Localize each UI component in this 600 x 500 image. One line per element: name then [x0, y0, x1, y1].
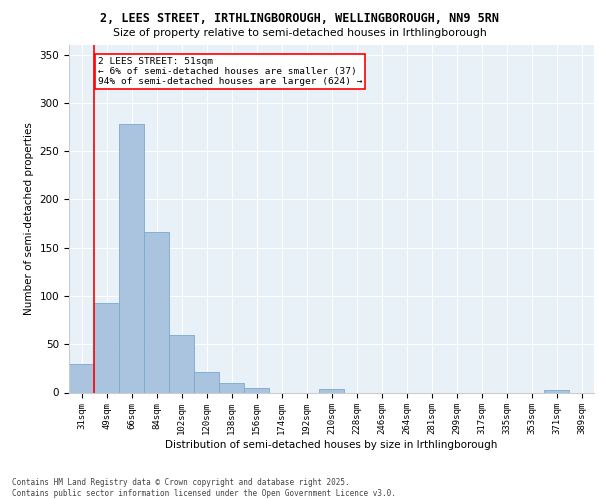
Text: Contains HM Land Registry data © Crown copyright and database right 2025.
Contai: Contains HM Land Registry data © Crown c…: [12, 478, 396, 498]
Bar: [94, 302, 119, 392]
Bar: [119, 124, 144, 392]
Bar: [194, 372, 219, 392]
Bar: [219, 383, 244, 392]
Bar: [544, 390, 569, 392]
Bar: [69, 364, 94, 392]
Bar: [169, 334, 194, 392]
Bar: [144, 232, 169, 392]
Text: 2 LEES STREET: 51sqm
← 6% of semi-detached houses are smaller (37)
94% of semi-d: 2 LEES STREET: 51sqm ← 6% of semi-detach…: [98, 56, 362, 86]
Y-axis label: Number of semi-detached properties: Number of semi-detached properties: [24, 122, 34, 315]
Bar: [244, 388, 269, 392]
X-axis label: Distribution of semi-detached houses by size in Irthlingborough: Distribution of semi-detached houses by …: [166, 440, 497, 450]
Text: Size of property relative to semi-detached houses in Irthlingborough: Size of property relative to semi-detach…: [113, 28, 487, 38]
Text: 2, LEES STREET, IRTHLINGBOROUGH, WELLINGBOROUGH, NN9 5RN: 2, LEES STREET, IRTHLINGBOROUGH, WELLING…: [101, 12, 499, 26]
Bar: [319, 388, 344, 392]
